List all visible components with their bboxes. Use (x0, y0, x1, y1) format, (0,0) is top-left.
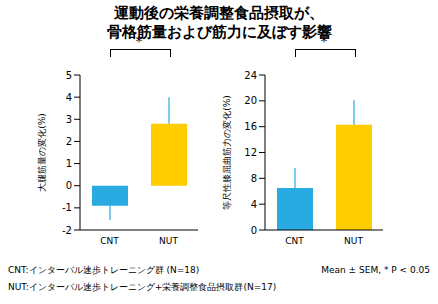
svg-text:24: 24 (244, 70, 257, 81)
html-text:運動後の栄養調整食品摂取が、: 運動後の栄養調整食品摂取が、 (114, 4, 324, 22)
html-text:NUT:インターバル速歩トレーニング+栄養調整食品摂取群(N: NUT:インターバル速歩トレーニング+栄養調整食品摂取群(N=17) (8, 282, 277, 292)
svg-text:2: 2 (66, 136, 72, 147)
html-text:骨格筋量および筋力に及ぼす影響: 骨格筋量および筋力に及ぼす影響 (106, 23, 332, 41)
html-text:Mean ± SEM, * P < 0.05: Mean ± SEM, * P < 0.05 (321, 265, 430, 275)
svg-text:-2: -2 (62, 225, 72, 236)
svg-text:12: 12 (244, 147, 257, 158)
svg-text:8: 8 (251, 173, 257, 184)
svg-text:4: 4 (66, 92, 72, 103)
svg-text:等尺性膝屈曲筋力の変化(%): 等尺性膝屈曲筋力の変化(%) (222, 95, 232, 210)
svg-text:20: 20 (244, 95, 257, 106)
svg-text:NUT: NUT (159, 236, 178, 246)
svg-text:3: 3 (66, 114, 72, 125)
svg-text:NUT: NUT (344, 236, 363, 246)
svg-text:1: 1 (66, 158, 72, 169)
svg-text:4: 4 (251, 199, 257, 210)
svg-text:16: 16 (244, 121, 257, 132)
html-text:CNT:インターバル速歩トレーニング群 (N=18): CNT:インターバル速歩トレーニング群 (N=18) (8, 265, 200, 275)
svg-text:大腿筋量の変化(%): 大腿筋量の変化(%) (37, 113, 47, 192)
svg-text:0: 0 (251, 225, 257, 236)
svg-text:0: 0 (66, 180, 72, 191)
svg-text:-1: -1 (62, 202, 72, 213)
svg-text:CNT: CNT (285, 236, 304, 246)
svg-text:5: 5 (66, 70, 72, 81)
svg-text:CNT: CNT (100, 236, 119, 246)
